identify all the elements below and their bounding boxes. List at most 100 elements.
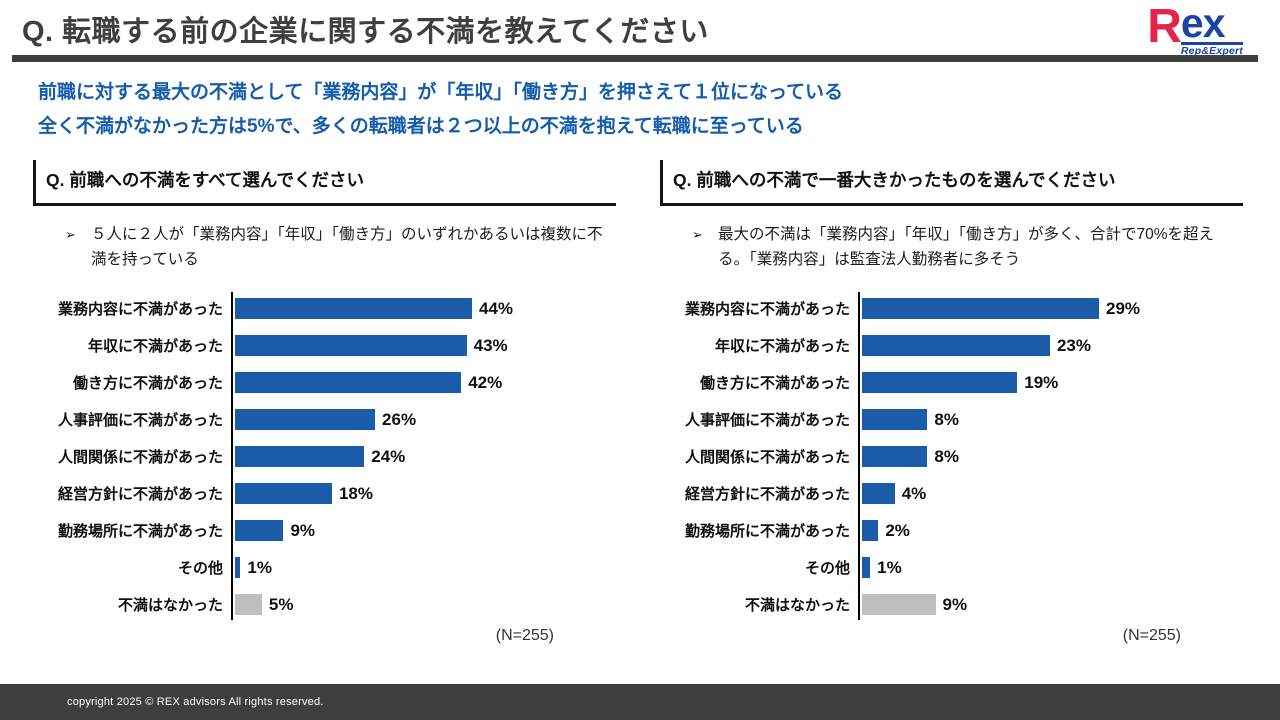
bar-category-label: 人間関係に不満があった (684, 449, 850, 466)
logo-letter-r: R (1147, 0, 1182, 53)
bar-cell: 9% (860, 594, 1243, 615)
bar-chart-biggest-complaint: 業務内容に不満があった 29% 年収に不満があった 23% 働き方に不満があった 19% 人… (660, 292, 1243, 620)
lead-line-1: 前職に対する最大の不満として「業務内容」が「年収」「働き方」を押さえて１位になっ… (38, 82, 844, 103)
bar-value-label: 5% (268, 594, 294, 614)
arrow-bullet-icon: ➢ (692, 227, 703, 242)
bar-category-label: 不満はなかった (744, 597, 850, 614)
bar-cell: 29% (860, 298, 1243, 319)
bar-row: 人事評価に不満があった 26% (33, 409, 616, 430)
bar-row: 不満はなかった 9% (660, 594, 1243, 615)
panel-annotation: ➢ 最大の不満は「業務内容」「年収」「働き方」が多く、合計で70%を超える。「業… (690, 222, 1243, 272)
bar-row: 年収に不満があった 43% (33, 335, 616, 356)
bar-category-label: その他 (177, 560, 223, 577)
bar-value-label: 4% (901, 483, 927, 503)
logo-tagline: Rep&Expert (1180, 41, 1243, 57)
bar-row: 人間関係に不満があった 8% (660, 446, 1243, 467)
bar-category-label: 人事評価に不満があった (684, 412, 850, 429)
panel-annotation: ➢ ５人に２人が「業務内容」「年収」「働き方」のいずれかあるいは複数に不満を持っ… (63, 222, 616, 272)
bar-category-label: 業務内容に不満があった (57, 301, 223, 318)
footer-bar: copyright 2025 © REX advisors All rights… (0, 684, 1280, 720)
bar-row: 人事評価に不満があった 8% (660, 409, 1243, 430)
bar (862, 372, 1018, 393)
bar-value-label: 19% (1024, 372, 1059, 392)
bar (235, 409, 376, 430)
sample-size-label: (N=255) (495, 627, 554, 644)
bar-cell: 24% (233, 446, 616, 467)
panel-all-complaints: Q. 前職への不満をすべて選んでください ➢ ５人に２人が「業務内容」「年収」「… (33, 160, 616, 645)
bar-category-label: 働き方に不満があった (72, 375, 223, 392)
bar-cell: 1% (233, 557, 616, 578)
bar-cell: 18% (233, 483, 616, 504)
bar-row: 働き方に不満があった 19% (660, 372, 1243, 393)
bar (862, 557, 871, 578)
panel-question-heading: Q. 前職への不満で一番大きかったものを選んでください (660, 160, 1243, 206)
bar (235, 446, 365, 467)
bar (862, 446, 928, 467)
page-title: Q. 転職する前の企業に関する不満を教えてください (22, 16, 709, 48)
rex-logo: R ex Rep&Expert (1147, 0, 1243, 57)
bar-chart-all-complaints: 業務内容に不満があった 44% 年収に不満があった 43% 働き方に不満があった 42% 人… (33, 292, 616, 620)
bar-row: 働き方に不満があった 42% (33, 372, 616, 393)
bar-cell: 44% (233, 298, 616, 319)
bar-cell: 42% (233, 372, 616, 393)
bar-row: 勤務場所に不満があった 9% (33, 520, 616, 541)
bar-category-label: 人間関係に不満があった (57, 449, 223, 466)
bar-row: 業務内容に不満があった 29% (660, 298, 1243, 319)
lead-summary: 前職に対する最大の不満として「業務内容」が「年収」「働き方」を押さえて１位になっ… (38, 76, 1242, 144)
sample-size-label: (N=255) (1122, 627, 1181, 644)
bar-value-label: 1% (247, 557, 272, 577)
slide-header: Q. 転職する前の企業に関する不満を教えてください R ex Rep&Exper… (0, 0, 1280, 57)
bar-category-label: 勤務場所に不満があった (57, 523, 223, 540)
bar-category-label: 年収に不満があった (87, 338, 223, 355)
bar-cell: 43% (233, 335, 616, 356)
lead-line-2: 全く不満がなかった方は5%で、多くの転職者は２つ以上の不満を抱えて転職に至ってい… (38, 116, 804, 137)
chart-axis-line (231, 292, 233, 620)
bar-cell: 8% (860, 409, 1243, 430)
bar-value-label: 8% (934, 446, 959, 466)
bar-row: 不満はなかった 5% (33, 594, 616, 615)
title-divider (12, 55, 1258, 62)
panel-question-heading: Q. 前職への不満をすべて選んでください (33, 160, 616, 206)
panel-biggest-complaint: Q. 前職への不満で一番大きかったものを選んでください ➢ 最大の不満は「業務内… (660, 160, 1243, 645)
bar (235, 557, 241, 578)
bar (862, 298, 1099, 319)
bar-value-label: 23% (1056, 335, 1091, 355)
bar (235, 372, 462, 393)
bar-value-label: 9% (290, 520, 316, 540)
bar-row: 業務内容に不満があった 44% (33, 298, 616, 319)
panel-annotation-text: 最大の不満は「業務内容」「年収」「働き方」が多く、合計で70%を超える。「業務内… (718, 226, 1215, 268)
bar-row: 年収に不満があった 23% (660, 335, 1243, 356)
bar-cell: 2% (860, 520, 1243, 541)
bar (862, 483, 895, 504)
bar-value-label: 29% (1106, 298, 1141, 318)
bar-value-label: 9% (942, 594, 968, 614)
bar-category-label: 働き方に不満があった (699, 375, 850, 392)
bar-category-label: その他 (804, 560, 850, 577)
bar-category-label: 年収に不満があった (714, 338, 850, 355)
bar (862, 335, 1050, 356)
bar-category-label: 経営方針に不満があった (684, 486, 850, 503)
bar-value-label: 2% (885, 520, 910, 540)
bar-category-label: 人事評価に不満があった (57, 412, 223, 429)
bar-row: 経営方針に不満があった 4% (660, 483, 1243, 504)
bar-value-label: 43% (473, 335, 508, 355)
arrow-bullet-icon: ➢ (65, 227, 76, 242)
bar-value-label: 24% (371, 446, 406, 466)
bar-value-label: 26% (382, 409, 417, 429)
bar-cell: 5% (233, 594, 616, 615)
bar-row: その他 1% (660, 557, 1243, 578)
bar (235, 594, 262, 615)
bar-cell: 1% (860, 557, 1243, 578)
bar-cell: 19% (860, 372, 1243, 393)
bar (235, 520, 284, 541)
bar (235, 335, 467, 356)
bar-cell: 4% (860, 483, 1243, 504)
chart-axis-line (858, 292, 860, 620)
bar-cell: 23% (860, 335, 1243, 356)
charts-area: Q. 前職への不満をすべて選んでください ➢ ５人に２人が「業務内容」「年収」「… (33, 160, 1243, 645)
bar-category-label: 業務内容に不満があった (684, 301, 850, 318)
bar-value-label: 44% (479, 298, 514, 318)
bar (862, 520, 879, 541)
logo-right-block: ex Rep&Expert (1180, 3, 1243, 57)
